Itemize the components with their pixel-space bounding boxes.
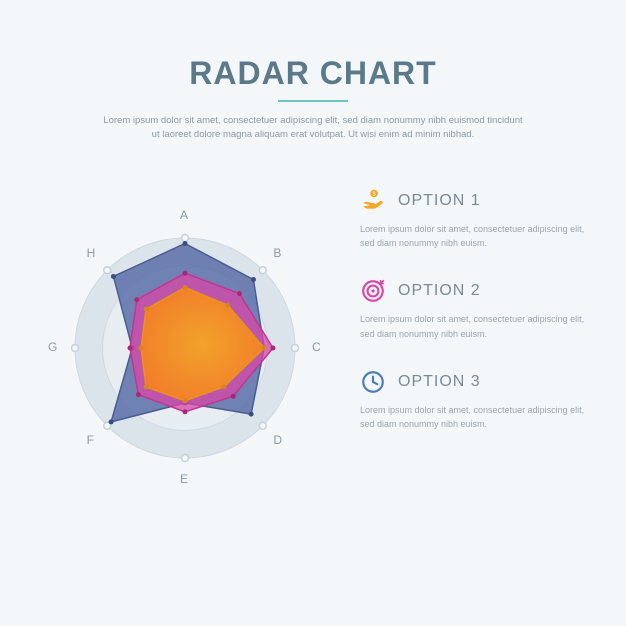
axis-label-c: C xyxy=(312,340,321,354)
axis-dot xyxy=(182,234,189,241)
radar-marker xyxy=(144,384,149,389)
radar-marker xyxy=(144,306,149,311)
header: RADAR CHART Lorem ipsum dolor sit amet, … xyxy=(0,0,626,143)
option-desc: Lorem ipsum dolor sit amet, consectetuer… xyxy=(360,312,586,341)
radar-chart: A B C D E F G H xyxy=(30,193,340,503)
radar-marker xyxy=(183,270,188,275)
radar-marker xyxy=(183,241,188,246)
radar-marker xyxy=(183,398,188,403)
radar-marker xyxy=(128,345,133,350)
options-list: $ OPTION 1 Lorem ipsum dolor sit amet, c… xyxy=(340,183,626,503)
radar-marker xyxy=(262,345,267,350)
target-icon xyxy=(360,278,386,304)
radar-marker xyxy=(139,345,144,350)
axis-dot xyxy=(259,422,266,429)
option-3: OPTION 3 Lorem ipsum dolor sit amet, con… xyxy=(360,369,586,432)
option-header: OPTION 3 xyxy=(360,369,586,395)
radar-marker xyxy=(183,409,188,414)
axis-label-e: E xyxy=(180,472,188,486)
axis-label-g: G xyxy=(48,340,57,354)
radar-marker xyxy=(109,419,114,424)
axis-label-h: H xyxy=(87,246,96,260)
axis-dot xyxy=(182,454,189,461)
option-title: OPTION 2 xyxy=(398,282,481,300)
axis-label-d: D xyxy=(273,433,282,447)
option-2: OPTION 2 Lorem ipsum dolor sit amet, con… xyxy=(360,278,586,341)
hand-coin-icon: $ xyxy=(360,188,386,214)
axis-dot xyxy=(259,266,266,273)
option-desc: Lorem ipsum dolor sit amet, consectetuer… xyxy=(360,403,586,432)
content-area: A B C D E F G H $ OPTION 1 Lorem ipsum dolor si… xyxy=(0,183,626,503)
page-title: RADAR CHART xyxy=(0,55,626,92)
svg-text:$: $ xyxy=(373,191,376,197)
axis-dot xyxy=(292,344,299,351)
radar-marker xyxy=(271,345,276,350)
axis-label-b: B xyxy=(273,246,281,260)
radar-marker xyxy=(136,392,141,397)
option-header: OPTION 2 xyxy=(360,278,586,304)
option-1: $ OPTION 1 Lorem ipsum dolor sit amet, c… xyxy=(360,188,586,251)
option-title: OPTION 1 xyxy=(398,192,481,210)
radar-marker xyxy=(249,411,254,416)
radar-marker xyxy=(183,285,188,290)
radar-marker xyxy=(237,291,242,296)
option-header: $ OPTION 1 xyxy=(360,188,586,214)
radar-marker xyxy=(251,277,256,282)
axis-dot xyxy=(104,266,111,273)
axis-label-f: F xyxy=(87,433,94,447)
option-desc: Lorem ipsum dolor sit amet, consectetuer… xyxy=(360,222,586,251)
radar-marker xyxy=(111,273,116,278)
radar-marker xyxy=(134,297,139,302)
radar-marker xyxy=(225,302,230,307)
axis-dot xyxy=(72,344,79,351)
option-title: OPTION 3 xyxy=(398,373,481,391)
title-underline xyxy=(278,100,348,102)
radar-marker xyxy=(231,393,236,398)
axis-label-a: A xyxy=(180,208,188,222)
radar-marker xyxy=(221,384,226,389)
page-subtitle: Lorem ipsum dolor sit amet, consectetuer… xyxy=(103,114,523,143)
clock-icon xyxy=(360,369,386,395)
